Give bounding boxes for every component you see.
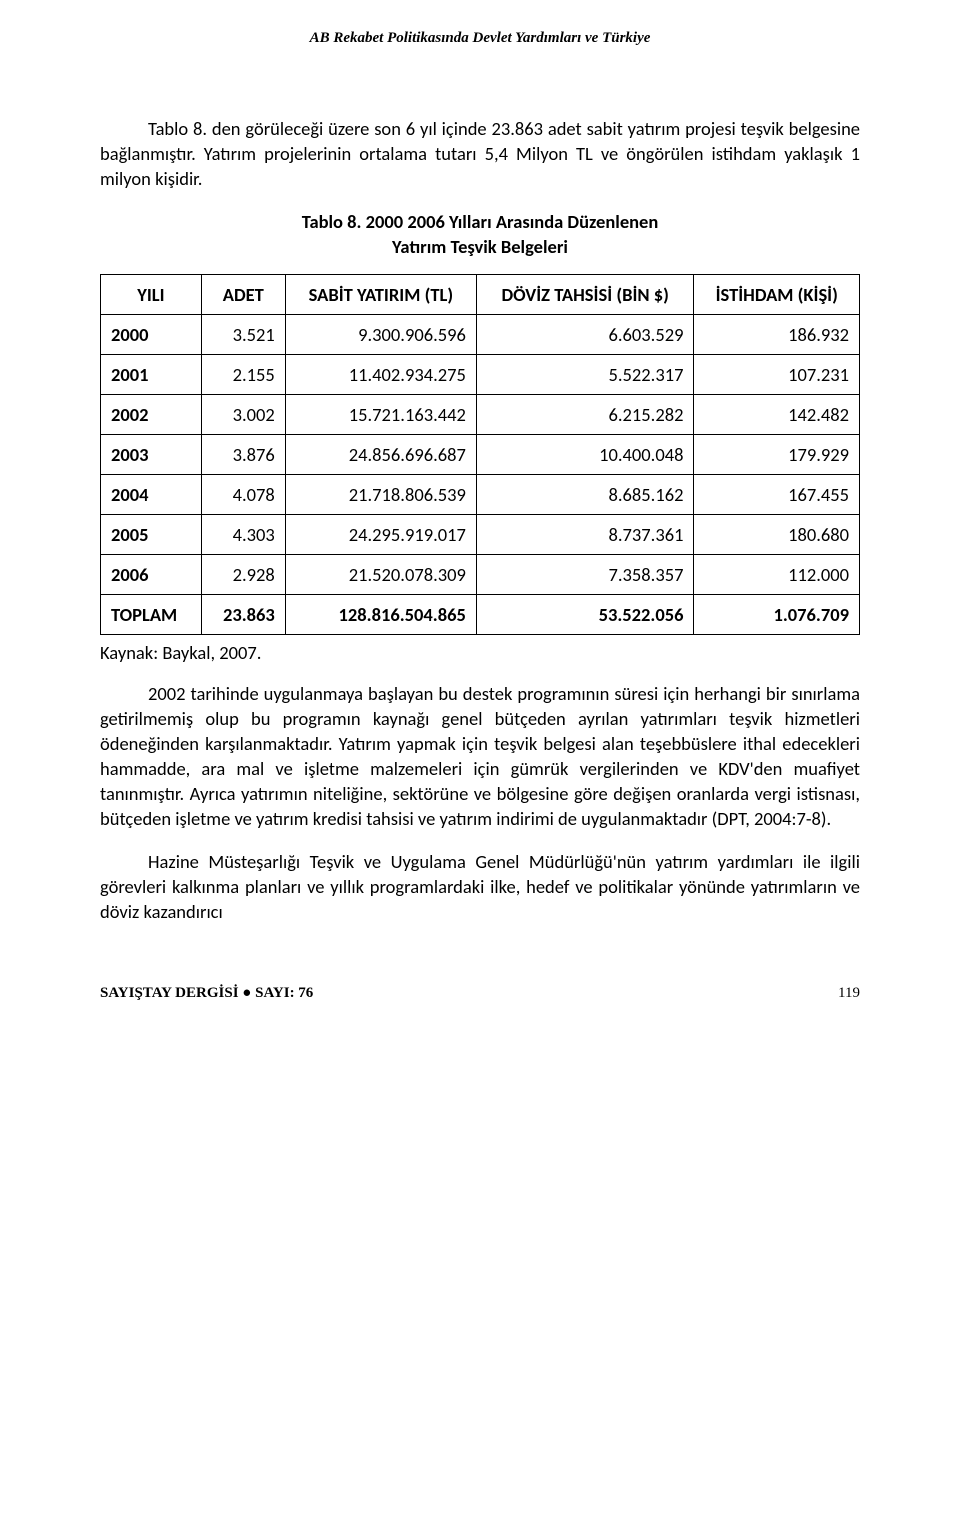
- data-table: YILI ADET SABİT YATIRIM (TL) DÖVİZ TAHSİ…: [100, 274, 860, 635]
- cell: 10.400.048: [476, 434, 694, 474]
- cell: 2001: [101, 354, 202, 394]
- cell: 2.928: [201, 554, 285, 594]
- table-total-row: TOPLAM 23.863 128.816.504.865 53.522.056…: [101, 594, 860, 634]
- cell: 9.300.906.596: [285, 314, 476, 354]
- cell: 3.521: [201, 314, 285, 354]
- table-row: 2003 3.876 24.856.696.687 10.400.048 179…: [101, 434, 860, 474]
- cell: 2005: [101, 514, 202, 554]
- cell: 4.078: [201, 474, 285, 514]
- cell: 21.718.806.539: [285, 474, 476, 514]
- col-header-istihdam: İSTİHDAM (KİŞİ): [694, 274, 860, 314]
- table-row: 2002 3.002 15.721.163.442 6.215.282 142.…: [101, 394, 860, 434]
- cell: 180.680: [694, 514, 860, 554]
- body-paragraph-2: Hazine Müsteşarlığı Teşvik ve Uygulama G…: [100, 850, 860, 925]
- footer-page-number: 119: [838, 985, 860, 1002]
- body-paragraph-1: 2002 tarihinde uygulanmaya başlayan bu d…: [100, 682, 860, 832]
- cell: 179.929: [694, 434, 860, 474]
- table-source: Kaynak: Baykal, 2007.: [100, 641, 860, 664]
- cell: 21.520.078.309: [285, 554, 476, 594]
- cell: 167.455: [694, 474, 860, 514]
- cell-total: 128.816.504.865: [285, 594, 476, 634]
- cell: 24.856.696.687: [285, 434, 476, 474]
- col-header-doviz: DÖVİZ TAHSİSİ (BİN $): [476, 274, 694, 314]
- intro-paragraph: Tablo 8. den görüleceği üzere son 6 yıl …: [100, 117, 860, 192]
- table-title-line-2: Yatırım Teşvik Belgeleri: [392, 235, 568, 258]
- cell: 6.603.529: [476, 314, 694, 354]
- table-title-line-1: Tablo 8. 2000 2006 Yılları Arasında Düze…: [302, 210, 659, 233]
- cell: 8.737.361: [476, 514, 694, 554]
- cell: 3.002: [201, 394, 285, 434]
- table-header-row: YILI ADET SABİT YATIRIM (TL) DÖVİZ TAHSİ…: [101, 274, 860, 314]
- cell-total: 1.076.709: [694, 594, 860, 634]
- page-footer: SAYIŞTAY DERGİSİ ● SAYI: 76 119: [100, 985, 860, 1002]
- cell: 2000: [101, 314, 202, 354]
- cell: 8.685.162: [476, 474, 694, 514]
- cell-total: 53.522.056: [476, 594, 694, 634]
- cell: 11.402.934.275: [285, 354, 476, 394]
- table-row: 2000 3.521 9.300.906.596 6.603.529 186.9…: [101, 314, 860, 354]
- table-row: 2004 4.078 21.718.806.539 8.685.162 167.…: [101, 474, 860, 514]
- running-header: AB Rekabet Politikasında Devlet Yardımla…: [100, 30, 860, 47]
- table-body: 2000 3.521 9.300.906.596 6.603.529 186.9…: [101, 314, 860, 634]
- col-header-sabit: SABİT YATIRIM (TL): [285, 274, 476, 314]
- cell: 24.295.919.017: [285, 514, 476, 554]
- cell: 3.876: [201, 434, 285, 474]
- cell: 2006: [101, 554, 202, 594]
- cell-total: 23.863: [201, 594, 285, 634]
- col-header-adet: ADET: [201, 274, 285, 314]
- table-title: Tablo 8. 2000 2006 Yılları Arasında Düze…: [100, 210, 860, 260]
- cell: 2003: [101, 434, 202, 474]
- cell: 142.482: [694, 394, 860, 434]
- cell: 15.721.163.442: [285, 394, 476, 434]
- cell: 2004: [101, 474, 202, 514]
- table-row: 2001 2.155 11.402.934.275 5.522.317 107.…: [101, 354, 860, 394]
- cell: 2002: [101, 394, 202, 434]
- cell: 186.932: [694, 314, 860, 354]
- cell: 112.000: [694, 554, 860, 594]
- cell: 2.155: [201, 354, 285, 394]
- cell: 107.231: [694, 354, 860, 394]
- cell-total: TOPLAM: [101, 594, 202, 634]
- cell: 4.303: [201, 514, 285, 554]
- footer-journal: SAYIŞTAY DERGİSİ ● SAYI: 76: [100, 985, 313, 1001]
- cell: 5.522.317: [476, 354, 694, 394]
- cell: 6.215.282: [476, 394, 694, 434]
- table-row: 2006 2.928 21.520.078.309 7.358.357 112.…: [101, 554, 860, 594]
- cell: 7.358.357: [476, 554, 694, 594]
- col-header-yili: YILI: [101, 274, 202, 314]
- table-row: 2005 4.303 24.295.919.017 8.737.361 180.…: [101, 514, 860, 554]
